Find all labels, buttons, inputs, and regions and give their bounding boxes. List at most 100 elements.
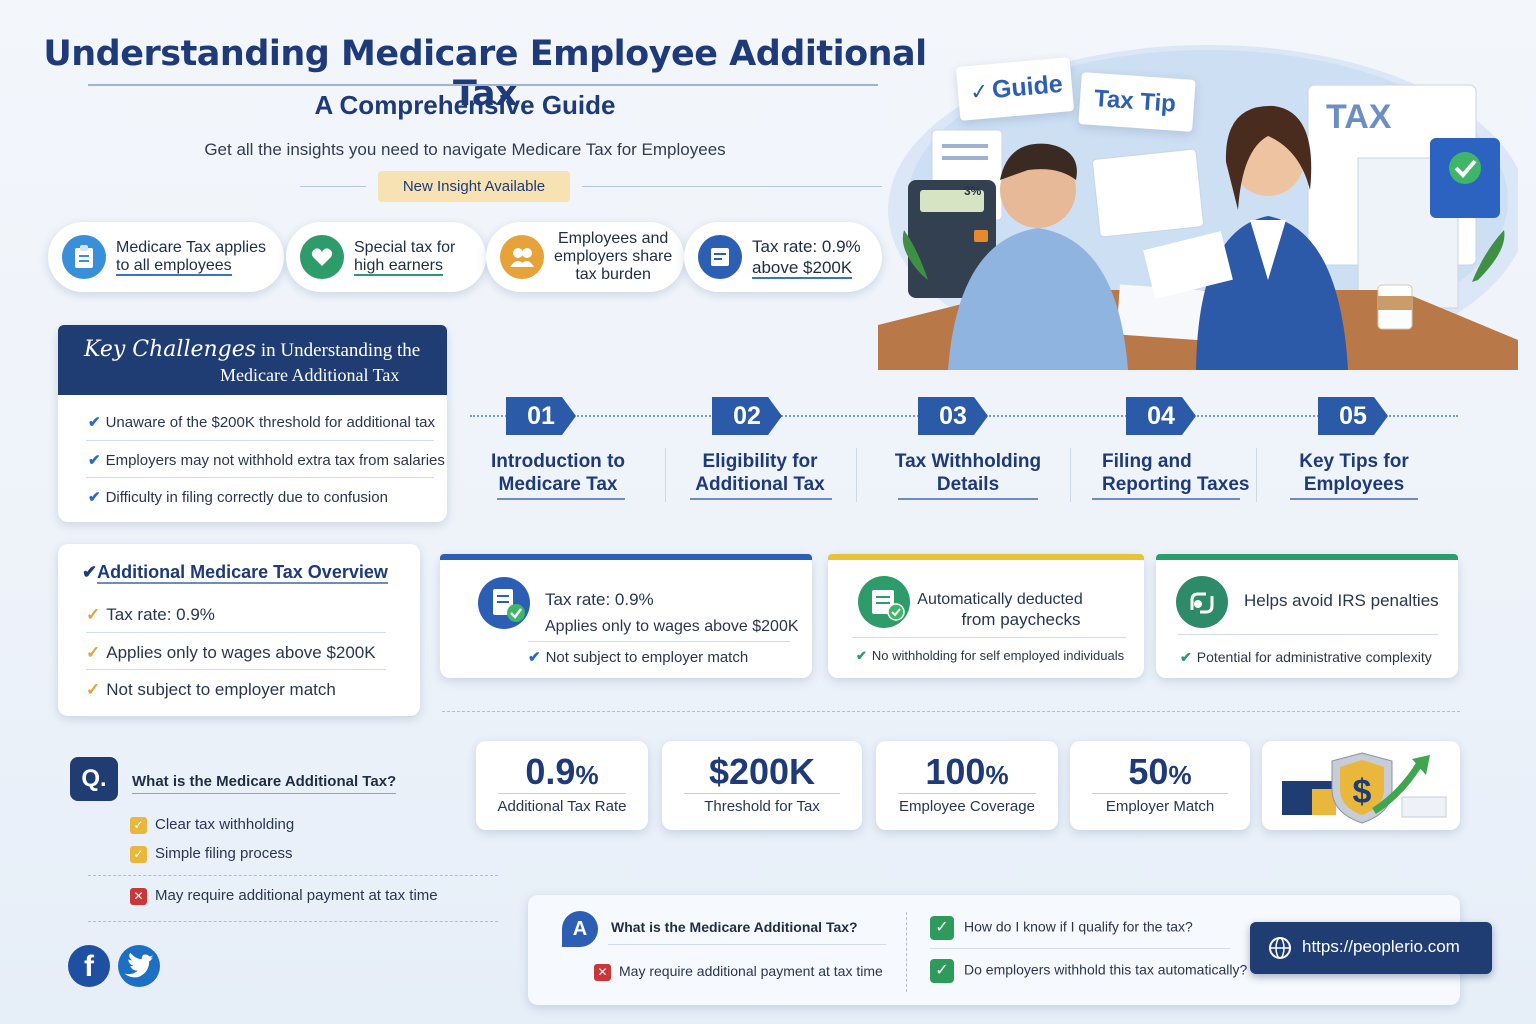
document-check-icon — [478, 577, 530, 629]
challenge-item: ✔ Unaware of the $200K threshold for addi… — [88, 413, 435, 431]
page-title: Understanding Medicare Employee Addition… — [43, 34, 927, 114]
tagline: Get all the insights you need to navigat… — [204, 140, 726, 159]
x-icon: ✕ — [594, 963, 611, 981]
stat-value: 0.9 — [525, 751, 576, 792]
divider — [86, 477, 434, 478]
step-underline — [898, 498, 1038, 500]
answer-question-text: What is the Medicare Additional Tax? — [611, 919, 858, 935]
overview-item: ✓ Applies only to wages above $200K — [86, 643, 376, 663]
step-label: Additional Tax — [695, 474, 825, 495]
answer-con: ✕ May require additional payment at tax t… — [594, 963, 883, 981]
pill-shared-burden: Employees and employers share tax burden — [486, 222, 684, 292]
step-label: Tax Withholding — [894, 451, 1042, 472]
stat-label: Additional Tax Rate — [497, 798, 627, 815]
divider — [1178, 634, 1438, 635]
challenge-item: ✔ Employers may not withhold extra tax fr… — [88, 451, 445, 469]
overview-text: Tax rate: 0.9% — [106, 605, 215, 624]
check-icon: ✔ — [88, 489, 101, 506]
new-insight-badge[interactable]: New Insight Available — [378, 171, 570, 202]
heart-hand-icon — [300, 235, 344, 279]
check-icon: ✓ — [86, 643, 101, 662]
challenge-text: Employers may not withhold extra tax fro… — [105, 452, 445, 469]
key-challenges-title-line2: Medicare Additional Tax — [220, 365, 400, 385]
stat-value: $200K — [708, 751, 816, 792]
feature-text: Helps avoid IRS penalties — [1244, 591, 1439, 610]
step-underline — [690, 498, 832, 500]
pill-line: employers share — [554, 248, 673, 265]
calculator-display: 3% — [964, 184, 982, 198]
globe-icon — [1268, 936, 1292, 965]
pill-line: Tax rate: 0.9% — [752, 237, 861, 256]
people-icon — [500, 235, 544, 279]
feature-bottom-text: No withholding for self employed individ… — [871, 648, 1125, 663]
check-icon: ✓ — [969, 78, 990, 105]
pill-line: Medicare Tax applies — [116, 239, 267, 256]
pill-line: above $200K — [752, 258, 853, 279]
key-challenges-header: Key Challenges in Understanding the Medi… — [58, 325, 447, 395]
step-eligibility[interactable]: Eligibility for Additional Tax — [670, 450, 850, 496]
tax-tip-note: Tax Tip — [1078, 72, 1196, 132]
paycheck-icon — [858, 576, 910, 628]
divider — [88, 921, 498, 922]
check-icon: ✔ — [88, 452, 101, 469]
feature-bottom: ✔ No withholding for self employed indivi… — [856, 648, 1124, 664]
step-number-02[interactable]: 02 — [712, 397, 782, 435]
stat-label: Employee Coverage — [899, 798, 1035, 815]
clipboard-icon — [62, 235, 106, 279]
stat-label: Employer Match — [1105, 798, 1215, 815]
step-label: Introduction to — [490, 451, 626, 472]
faq-text: Do employers withhold this tax automatic… — [964, 961, 1248, 978]
tax-document-label: TAX — [1326, 98, 1392, 136]
pill-medicare-applies: Medicare Tax applies to all employees — [48, 222, 284, 292]
step-key-tips[interactable]: Key Tips for Employees — [1264, 450, 1444, 496]
step-number-05[interactable]: 05 — [1318, 397, 1388, 435]
faq-item[interactable]: ✓ How do I know if I qualify for the tax? — [930, 916, 1193, 940]
stat-unit: % — [575, 760, 599, 790]
divider — [1256, 448, 1257, 502]
step-label: Reporting Taxes — [1102, 474, 1250, 495]
step-number-04[interactable]: 04 — [1126, 397, 1196, 435]
check-icon: ✔ — [856, 648, 867, 663]
pro-item: ✓ Clear tax withholding — [130, 816, 294, 834]
feature-accent — [828, 554, 1144, 560]
stat-label: Threshold for Tax — [704, 798, 820, 815]
stat-value: 100 — [925, 751, 986, 792]
step-label: Key Tips for — [1299, 451, 1409, 472]
check-icon: ✓ — [130, 845, 147, 863]
step-label: Employees — [1303, 474, 1405, 495]
faq-item[interactable]: ✓ Do employers withhold this tax automati… — [930, 959, 1247, 983]
step-withholding[interactable]: Tax Withholding Details — [878, 450, 1058, 496]
key-challenges-title: Key Challenges — [84, 337, 257, 362]
feature-bottom-text: Potential for administrative complexity — [1196, 649, 1432, 665]
badge-divider-left — [300, 186, 366, 187]
feature-text: from paychecks — [961, 610, 1081, 629]
stat-unit: % — [985, 760, 1009, 790]
question-badge: Q. — [70, 757, 118, 801]
stat-value: 50 — [1128, 751, 1169, 792]
step-filing[interactable]: Filing and Reporting Taxes — [1068, 450, 1272, 496]
pill-tax-rate: Tax rate: 0.9% above $200K — [684, 222, 882, 292]
website-button[interactable]: https://peoplerio.com — [1250, 922, 1492, 974]
stat-unit: % — [1168, 760, 1192, 790]
facebook-icon[interactable]: f — [68, 945, 110, 987]
overview-title-text: Additional Medicare Tax Overview — [97, 562, 388, 584]
step-number-01[interactable]: 01 — [506, 397, 576, 435]
step-underline — [1092, 498, 1240, 500]
stat-threshold: $200K Threshold for Tax — [662, 741, 862, 830]
pill-line: Special tax for — [354, 239, 456, 256]
check-icon: ✔ — [528, 649, 541, 666]
step-number-03[interactable]: 03 — [918, 397, 988, 435]
pill-line: to all employees — [116, 257, 232, 276]
answer-con-text: May require additional payment at tax ti… — [619, 963, 883, 979]
answer-badge: A — [562, 911, 598, 947]
pill-line: tax burden — [575, 266, 651, 283]
step-label: Eligibility for — [702, 451, 818, 472]
money-shield-icon: $ — [1262, 741, 1460, 830]
feature-bottom: ✔ Not subject to employer match — [528, 648, 748, 666]
step-introduction[interactable]: Introduction to Medicare Tax — [468, 450, 648, 496]
twitter-icon[interactable] — [118, 945, 160, 987]
divider — [852, 637, 1126, 638]
step-label: Medicare Tax — [498, 474, 618, 495]
con-text: May require additional payment at tax ti… — [155, 887, 438, 904]
feature-bottom: ✔ Potential for administrative complexity — [1180, 649, 1432, 666]
